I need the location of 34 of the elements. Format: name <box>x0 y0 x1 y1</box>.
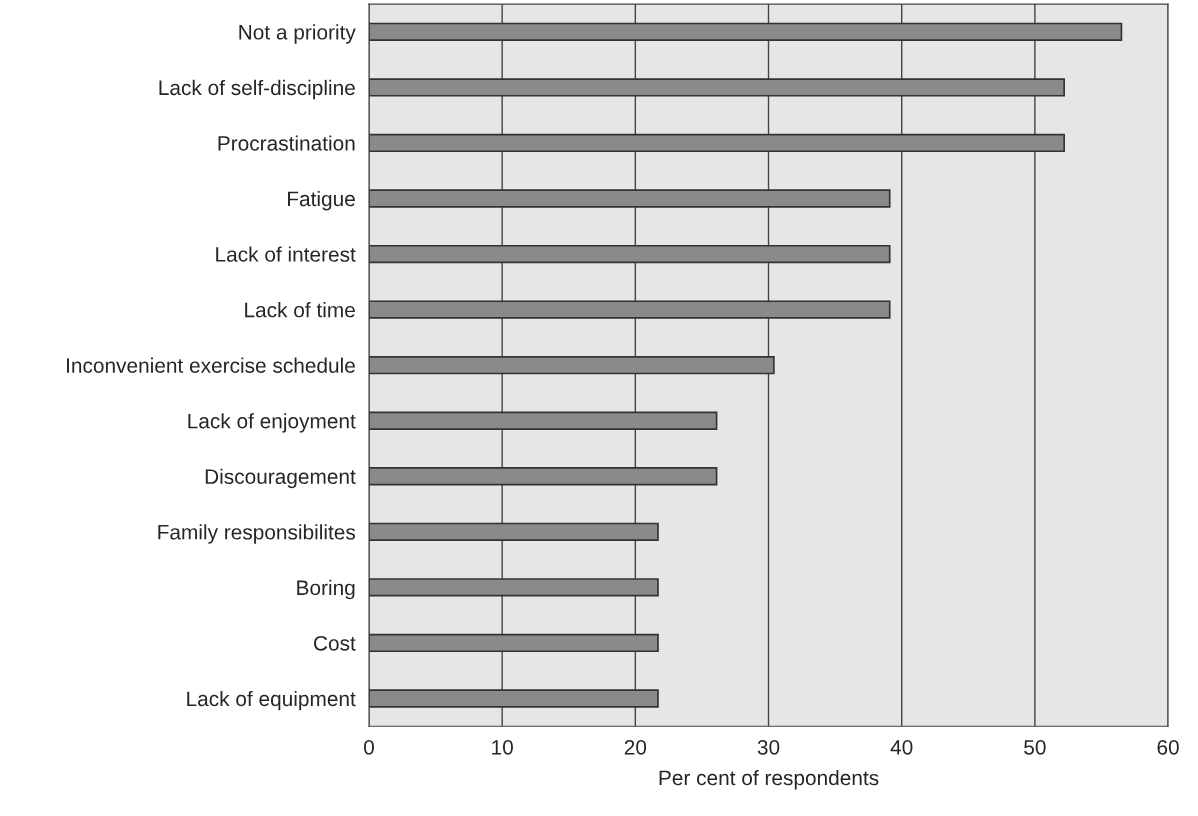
x-tick-label: 0 <box>364 739 374 755</box>
bar <box>368 300 891 319</box>
y-tick-label: Lack of time <box>245 302 355 318</box>
x-tick-label: 60 <box>1157 739 1179 755</box>
y-tick-label: Inconvenient exercise schedule <box>67 357 355 373</box>
bar <box>368 133 1066 153</box>
bar <box>368 22 1123 42</box>
x-tick-label: 10 <box>492 739 513 755</box>
y-tick-label: Lack of interest <box>216 246 356 262</box>
x-tick-label: 30 <box>757 739 780 755</box>
bar <box>368 522 659 541</box>
y-tick-label: Boring <box>297 579 355 600</box>
y-tick-label: Fatigue <box>288 190 355 211</box>
y-tick-label: Procrastination <box>218 135 355 151</box>
x-tick-label: 50 <box>1024 739 1046 755</box>
bar <box>368 78 1066 97</box>
x-tick-label: 20 <box>624 739 647 755</box>
bar <box>368 411 718 430</box>
bar <box>368 633 659 653</box>
y-tick-label: Lack of equipment <box>187 690 356 711</box>
x-tick-label: 40 <box>890 739 913 755</box>
y-tick-label: Family responsibilites <box>158 524 356 544</box>
bar <box>368 467 718 486</box>
bar <box>368 689 659 708</box>
bar <box>368 355 775 375</box>
y-tick-label: Cost <box>314 635 356 651</box>
bar <box>368 189 891 208</box>
y-tick-label: Discouragement <box>205 468 356 489</box>
y-tick-label: Lack of enjoyment <box>188 413 356 433</box>
bar <box>368 578 659 597</box>
bar <box>368 244 891 264</box>
x-axis-title: Per cent of respondents <box>659 769 879 790</box>
y-tick-label: Lack of self-discipline <box>159 79 355 100</box>
y-tick-label: Not a priority <box>239 24 356 44</box>
